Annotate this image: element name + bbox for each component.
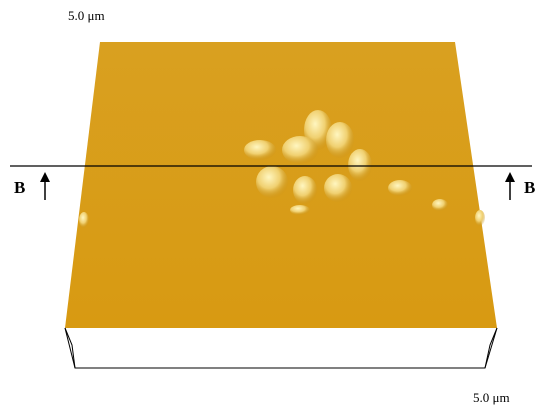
left-arrow: [40, 172, 50, 200]
afm-image: 5.0 μm B B 5.0 μm: [0, 0, 542, 410]
base-frame: [65, 328, 497, 368]
bottom-scale-label: 5.0 μm: [473, 390, 510, 405]
top-scale-label: 5.0 μm: [68, 8, 105, 23]
right-arrow: [505, 172, 515, 200]
section-label-right: B: [524, 178, 535, 197]
page: {"labels": {"top_scale": "5.0 μm", "bott…: [0, 0, 542, 410]
section-label-left: B: [14, 178, 25, 197]
